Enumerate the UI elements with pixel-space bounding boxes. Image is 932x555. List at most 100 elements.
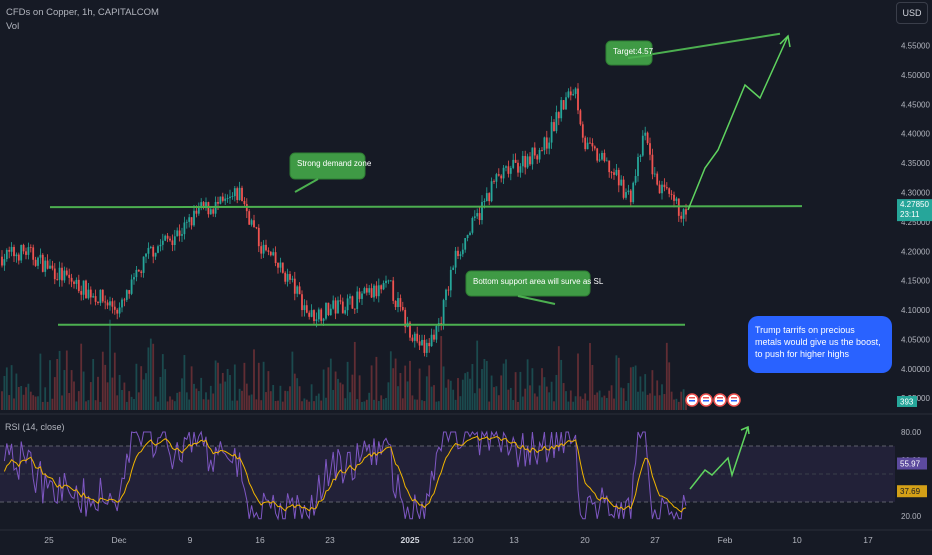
candle-body (20, 244, 23, 261)
candle-body (466, 234, 469, 239)
candle-body (291, 278, 294, 280)
volume-bar (327, 367, 330, 410)
volume-bar (147, 347, 150, 410)
note-text: to push for higher highs (755, 349, 850, 359)
note-callout: Trump tarrifs on precious metals would gi… (748, 316, 892, 373)
symbol-title[interactable]: CFDs on Copper, 1h, CAPITALCOM (6, 7, 159, 18)
volume-bar (140, 366, 143, 410)
volume-bar (231, 400, 234, 410)
volume-bar (73, 381, 75, 410)
candle-body (250, 220, 253, 225)
volume-bar (339, 382, 342, 410)
countdown-text: 23:11 (900, 210, 920, 219)
volume-bar (596, 392, 599, 410)
volume-bar (377, 401, 380, 410)
volume-bar (44, 387, 47, 410)
volume-bar (284, 390, 287, 410)
candle-body (178, 230, 181, 236)
volume-bar (644, 374, 647, 410)
candle-body (63, 270, 66, 281)
volume-bar (349, 392, 351, 410)
price-tick: 4.35000 (901, 159, 930, 168)
candle-body (169, 238, 171, 241)
candle-body (149, 246, 152, 248)
volume-bar (447, 379, 450, 410)
candle-body (641, 135, 644, 156)
volume-bar (589, 343, 591, 410)
volume-bar (413, 399, 416, 410)
volume-bar (229, 375, 231, 410)
volume-bar (500, 375, 503, 410)
time-tick: 9 (188, 535, 193, 545)
volume-bar (135, 363, 138, 410)
candle-body (75, 279, 78, 284)
candle-body (176, 230, 179, 237)
volume-bar (533, 393, 536, 410)
candle-body (591, 143, 594, 147)
volume-bar (375, 356, 378, 410)
candle-body (553, 122, 555, 132)
volume-bar (152, 343, 155, 410)
candle-body (452, 267, 455, 270)
candle-body (185, 221, 188, 223)
volume-bar (262, 361, 265, 410)
candle-body (200, 202, 203, 208)
demand-pointer (294, 178, 319, 193)
volume-bar (586, 400, 589, 410)
volume-bar (17, 386, 20, 410)
support-callout: Bottom support area will surve as SL (465, 270, 604, 297)
volume-bar (111, 377, 114, 410)
demand-callout-text: Strong demand zone (297, 159, 372, 168)
candle-body (632, 182, 635, 203)
volume-bar (159, 376, 162, 410)
volume-bar (53, 377, 56, 410)
candle-body (663, 184, 666, 188)
candle-body (142, 256, 145, 273)
target-pointer (627, 54, 653, 59)
chart-header: CFDs on Copper, 1h, CAPITALCOM Vol (6, 6, 159, 34)
candle-body (382, 283, 385, 290)
currency-button[interactable]: USD (896, 2, 928, 24)
volume-bar (337, 378, 339, 410)
volume-bar (351, 374, 354, 410)
candle-body (241, 187, 243, 201)
candle-body (190, 217, 193, 226)
axes-layer: 4.55000 4.50000 4.45000 4.40000 4.35000 4.300… (0, 42, 932, 545)
candle-body (531, 147, 534, 165)
volume-bar (154, 396, 157, 410)
volume-bar (224, 381, 227, 410)
candle-body (519, 166, 522, 173)
candle-body (646, 132, 649, 144)
candle-body (44, 260, 47, 272)
candle-body (152, 246, 155, 257)
candle-body (673, 194, 675, 201)
candle-body (289, 274, 291, 280)
candle-body (459, 254, 462, 257)
volume-bar (430, 386, 433, 410)
volume-bar (392, 368, 395, 410)
candle-body (157, 246, 159, 253)
candle-body (56, 279, 59, 280)
candle-body (123, 299, 126, 301)
candle-body (581, 124, 584, 138)
volume-bar (529, 385, 531, 410)
time-tick: 23 (325, 535, 335, 545)
rsi-projection (689, 426, 749, 490)
candle-body (469, 232, 471, 235)
volume-bar (293, 373, 296, 410)
candle-body (99, 289, 102, 303)
volume-bar (476, 340, 479, 410)
candle-body (277, 262, 279, 268)
candle-body (358, 291, 361, 299)
candle-body (293, 278, 296, 294)
candle-body (644, 132, 647, 136)
volume-bar (629, 367, 632, 410)
volume-bar (149, 338, 152, 410)
candle-body (601, 152, 603, 160)
candle-body (193, 210, 195, 226)
candle-body (325, 302, 327, 319)
volume-bar (130, 396, 133, 410)
volume-bar (58, 350, 61, 410)
